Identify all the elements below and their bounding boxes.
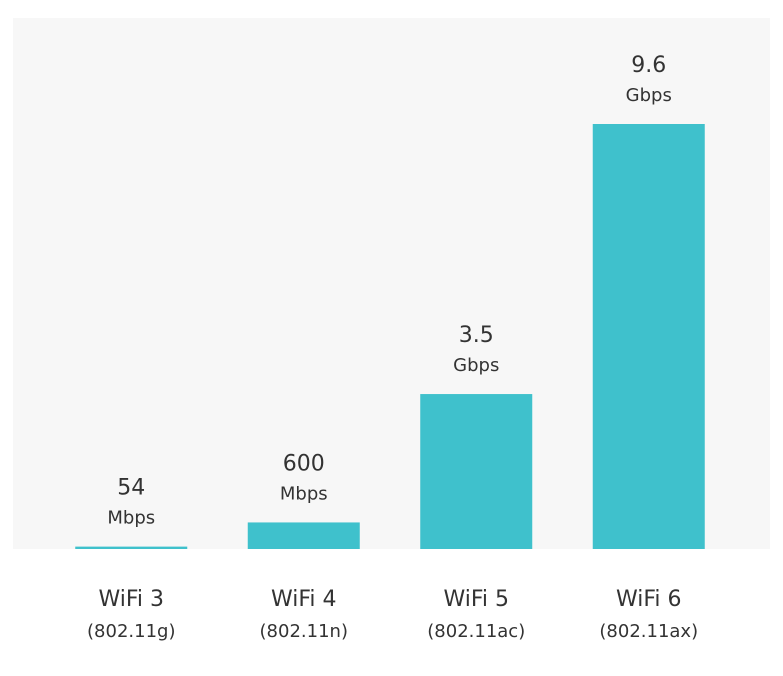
- bar: [247, 522, 360, 549]
- value-label: 54: [117, 476, 145, 501]
- x-tick-label: WiFi 3: [98, 587, 164, 612]
- value-label: 3.5: [459, 323, 494, 348]
- x-tick-sublabel: (802.11n): [260, 621, 348, 642]
- x-tick-sublabel: (802.11ax): [599, 621, 698, 642]
- value-unit: Gbps: [453, 355, 499, 376]
- value-unit: Gbps: [626, 85, 672, 106]
- x-tick-label: WiFi 6: [616, 587, 682, 612]
- x-tick-sublabel: (802.11ac): [427, 621, 525, 642]
- bar: [75, 546, 188, 549]
- value-label: 600: [283, 451, 325, 476]
- value-label: 9.6: [631, 53, 666, 78]
- bar: [420, 394, 533, 549]
- value-unit: Mbps: [107, 508, 155, 529]
- x-tick-sublabel: (802.11g): [87, 621, 175, 642]
- value-unit: Mbps: [280, 483, 328, 504]
- bar: [592, 124, 705, 549]
- x-tick-label: WiFi 4: [271, 587, 337, 612]
- x-tick-label: WiFi 5: [443, 587, 509, 612]
